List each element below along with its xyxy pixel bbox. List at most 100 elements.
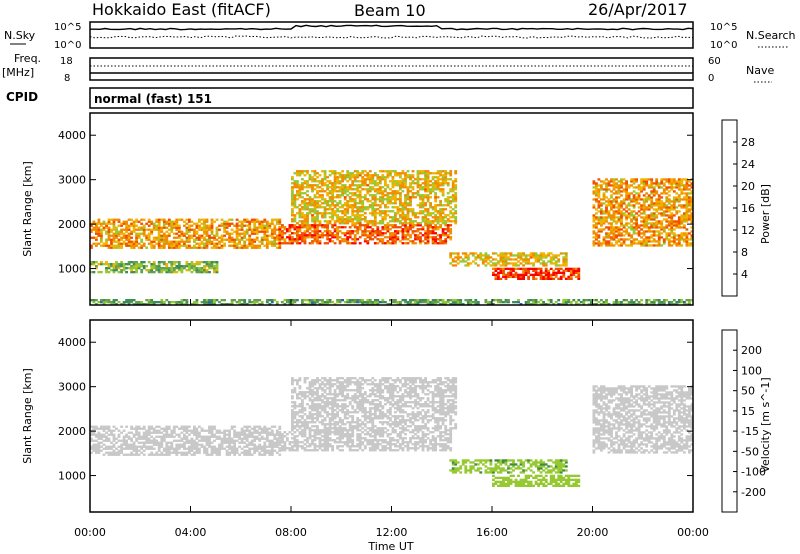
echo-cell bbox=[343, 226, 347, 229]
echo-cell bbox=[95, 425, 98, 428]
echo-cell bbox=[255, 445, 259, 448]
echo-cell bbox=[183, 240, 186, 243]
echo-cell bbox=[137, 435, 141, 438]
echo-cell bbox=[389, 242, 392, 245]
echo-cell bbox=[190, 220, 194, 223]
echo-cell bbox=[487, 258, 490, 261]
echo-cell bbox=[245, 218, 249, 221]
echo-cell bbox=[358, 242, 362, 245]
echo-cell bbox=[572, 267, 576, 270]
echo-cell bbox=[120, 445, 123, 448]
echo-cell bbox=[348, 218, 352, 221]
echo-cell bbox=[667, 220, 671, 223]
echo-cell bbox=[683, 238, 686, 241]
echo-cell bbox=[135, 453, 138, 456]
echo-cell bbox=[97, 230, 101, 233]
echo-cell bbox=[115, 437, 118, 440]
echo-cell bbox=[680, 190, 684, 193]
echo-cell bbox=[426, 236, 430, 239]
echo-cell bbox=[117, 451, 121, 454]
echo-cell bbox=[120, 451, 123, 454]
echo-cell bbox=[439, 178, 442, 181]
echo-cell bbox=[321, 212, 324, 215]
echo-cell bbox=[607, 198, 611, 201]
echo-cell bbox=[220, 244, 224, 247]
echo-cell bbox=[328, 198, 332, 201]
echo-cell bbox=[200, 269, 204, 272]
echo-cell bbox=[90, 439, 93, 442]
echo-cell bbox=[429, 192, 432, 195]
echo-cell bbox=[107, 429, 111, 432]
echo-cell bbox=[630, 244, 633, 247]
echo-cell bbox=[645, 180, 649, 183]
echo-cell bbox=[230, 427, 234, 430]
echo-cell bbox=[522, 277, 525, 280]
echo-cell bbox=[326, 224, 329, 227]
echo-cell bbox=[288, 299, 292, 302]
echo-cell bbox=[655, 198, 659, 201]
echo-cell bbox=[263, 453, 267, 456]
echo-cell bbox=[640, 303, 643, 306]
echo-cell bbox=[677, 218, 681, 221]
echo-cell bbox=[446, 198, 450, 201]
echo-cell bbox=[248, 429, 252, 432]
echo-cell bbox=[92, 431, 96, 434]
echo-cell bbox=[183, 234, 186, 237]
echo-cell bbox=[519, 262, 523, 265]
echo-cell bbox=[243, 244, 247, 247]
echo-cell bbox=[253, 447, 257, 450]
echo-cell bbox=[112, 269, 116, 272]
echo-cell bbox=[381, 238, 385, 241]
echo-cell bbox=[499, 267, 503, 270]
echo-cell bbox=[431, 299, 435, 302]
echo-cell bbox=[660, 214, 664, 217]
echo-cell bbox=[160, 230, 164, 233]
echo-cell bbox=[642, 220, 646, 223]
echo-cell bbox=[667, 198, 671, 201]
echo-cell bbox=[326, 180, 329, 183]
echo-cell bbox=[665, 220, 669, 223]
echo-cell bbox=[632, 216, 636, 219]
echo-cell bbox=[642, 222, 646, 225]
echo-cell bbox=[404, 226, 407, 229]
echo-cell bbox=[188, 433, 191, 436]
echo-cell bbox=[263, 230, 267, 233]
echo-cell bbox=[288, 228, 292, 231]
echo-cell bbox=[527, 277, 530, 280]
echo-cell bbox=[416, 236, 420, 239]
echo-cell bbox=[130, 246, 133, 249]
echo-cell bbox=[605, 220, 608, 223]
echo-cell bbox=[278, 218, 282, 221]
echo-cell bbox=[602, 192, 606, 195]
echo-cell bbox=[502, 256, 505, 259]
echo-cell bbox=[268, 439, 272, 442]
echo-cell bbox=[298, 214, 302, 217]
echo-cell bbox=[150, 447, 154, 450]
echo-cell bbox=[162, 439, 166, 442]
echo-cell bbox=[446, 301, 450, 304]
echo-cell bbox=[386, 236, 390, 239]
echo-cell bbox=[454, 252, 458, 255]
echo-cell bbox=[564, 301, 568, 304]
echo-cell bbox=[172, 429, 176, 432]
echo-cell bbox=[165, 236, 169, 239]
echo-cell bbox=[592, 192, 596, 195]
echo-cell bbox=[592, 303, 596, 306]
echo-cell bbox=[100, 435, 103, 438]
echo-cell bbox=[667, 244, 671, 247]
echo-cell bbox=[409, 184, 412, 187]
echo-cell bbox=[235, 230, 239, 233]
echo-cell bbox=[484, 254, 488, 257]
echo-cell bbox=[662, 240, 666, 243]
echo-cell bbox=[409, 202, 412, 205]
echo-cell bbox=[620, 204, 623, 207]
echo-cell bbox=[436, 226, 440, 229]
echo-cell bbox=[313, 200, 317, 203]
echo-cell bbox=[288, 242, 292, 245]
echo-cell bbox=[672, 178, 676, 181]
echo-cell bbox=[549, 267, 553, 270]
echo-cell bbox=[273, 449, 277, 452]
echo-cell bbox=[527, 275, 530, 278]
echo-cell bbox=[657, 184, 661, 187]
echo-cell bbox=[683, 301, 686, 304]
